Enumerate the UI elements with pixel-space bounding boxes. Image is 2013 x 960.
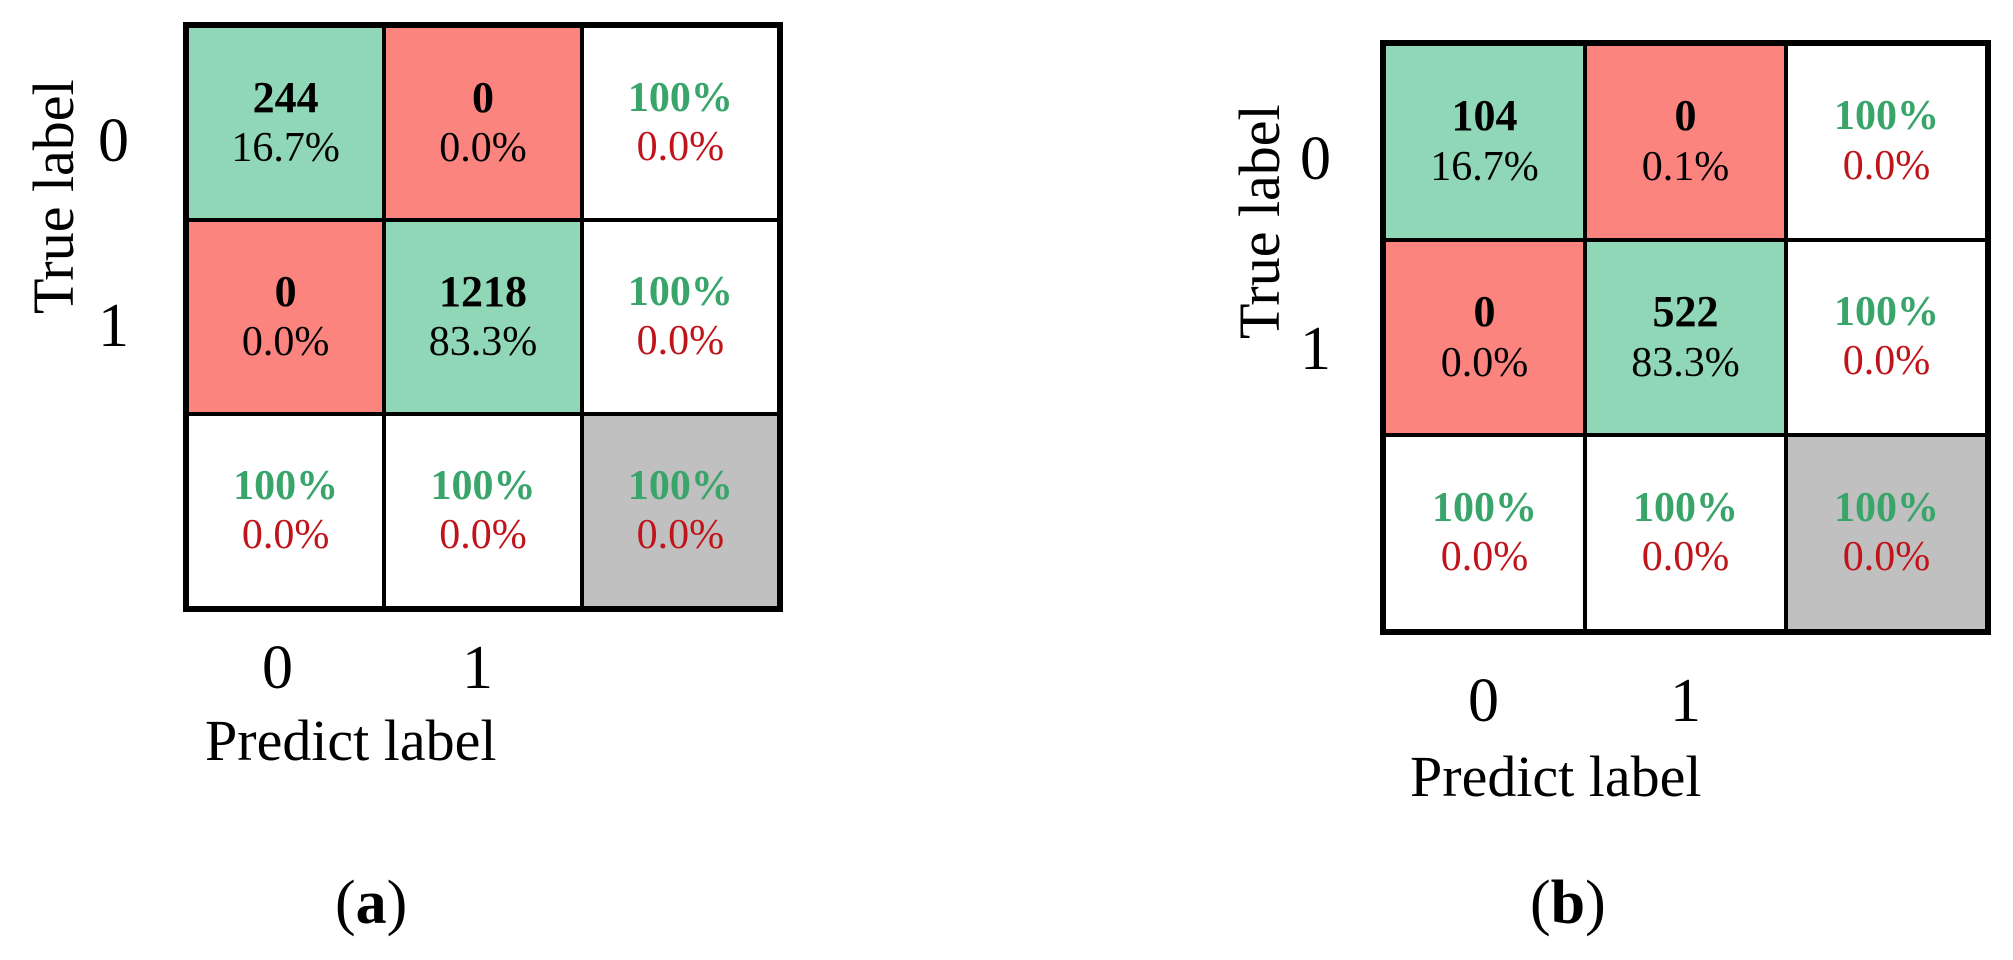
y-tick-1-b: 1 [1300, 315, 1331, 383]
cell-percent: 0.0% [439, 125, 527, 172]
matrix-cell-0-1: 0 0.1% [1585, 44, 1786, 240]
caption-b-letter: b [1550, 869, 1586, 937]
caption-a: (a) [335, 872, 407, 934]
cell-rate-good: 100% [430, 462, 536, 509]
cell-rate-good: 100% [233, 462, 339, 509]
matrix-cell-2-1: 100% 0.0% [1585, 435, 1786, 631]
y-tick-0-a: 0 [98, 107, 129, 175]
cell-count: 244 [252, 72, 319, 122]
cell-rate-good: 100% [1432, 484, 1537, 531]
cell-count: 0 [274, 266, 297, 316]
cell-rate-good: 100% [627, 268, 733, 315]
cell-rate-bad: 0.0% [636, 511, 725, 558]
x-axis-label-b: Predict label [1410, 744, 1702, 809]
cell-rate-bad: 0.0% [1842, 338, 1931, 385]
cell-rate-good: 100% [1834, 93, 1939, 140]
matrix-cell-0-1: 0 0.0% [384, 26, 582, 220]
cell-rate-bad: 0.0% [1641, 534, 1730, 581]
caption-b-open: ( [1530, 869, 1551, 937]
matrix-cell-2-0: 100% 0.0% [187, 414, 385, 608]
cell-percent: 0.1% [1641, 143, 1730, 190]
cell-rate-bad: 0.0% [636, 123, 725, 170]
matrix-grid-b: 104 16.7% 0 0.1% 100% 0.0% 0 0.0% 522 83.3% 100% 0.… [1380, 40, 1991, 635]
cell-rate-bad: 0.0% [439, 511, 527, 558]
caption-b-close: ) [1585, 869, 1606, 937]
caption-a-open: ( [335, 869, 356, 937]
cell-percent: 16.7% [231, 125, 340, 172]
matrix-cell-2-0: 100% 0.0% [1384, 435, 1585, 631]
cell-rate-bad: 0.0% [1440, 534, 1529, 581]
cell-percent: 16.7% [1430, 143, 1539, 190]
cell-rate-good: 100% [1633, 484, 1738, 531]
x-tick-1-b: 1 [1670, 667, 1701, 735]
cell-count: 1218 [438, 266, 527, 316]
x-tick-0-a: 0 [262, 634, 293, 702]
caption-b: (b) [1530, 872, 1606, 934]
matrix-cell-1-1: 522 83.3% [1585, 239, 1786, 436]
caption-a-close: ) [386, 869, 408, 937]
x-tick-0-b: 0 [1468, 667, 1499, 735]
confusion-matrix-b: 104 16.7% 0 0.1% 100% 0.0% 0 0.0% 522 83.3% 100% 0.… [1200, 0, 2013, 960]
confusion-matrix-a: 244 16.7% 0 0.0% 100% 0.0% 0 0.0% 1218 83.3% 100% 0… [0, 0, 1000, 960]
cell-count: 0 [471, 72, 494, 122]
matrix-cell-0-2: 100% 0.0% [1786, 44, 1987, 240]
matrix-grid-a: 244 16.7% 0 0.0% 100% 0.0% 0 0.0% 1218 83.3% 100% 0… [183, 22, 783, 612]
y-axis-label-b: True label [1227, 104, 1292, 339]
cell-rate-bad: 0.0% [241, 511, 330, 558]
cell-percent: 83.3% [1631, 339, 1740, 386]
cell-percent: 83.3% [428, 319, 538, 366]
cell-count: 0 [1473, 286, 1496, 336]
cell-rate-good: 100% [1834, 484, 1939, 531]
cell-count: 522 [1652, 286, 1719, 336]
cell-rate-good: 100% [627, 462, 733, 509]
x-axis-label-a: Predict label [205, 708, 497, 773]
matrix-cell-0-0: 104 16.7% [1384, 44, 1585, 240]
matrix-cell-2-1: 100% 0.0% [384, 414, 582, 608]
matrix-cell-2-2: 100% 0.0% [581, 414, 779, 608]
matrix-cell-2-2: 100% 0.0% [1786, 435, 1987, 631]
matrix-cell-1-0: 0 0.0% [1384, 239, 1585, 436]
matrix-cell-1-1: 1218 83.3% [384, 220, 582, 414]
cell-rate-bad: 0.0% [1842, 142, 1931, 189]
matrix-cell-1-0: 0 0.0% [187, 220, 385, 414]
cell-rate-good: 100% [1834, 289, 1939, 336]
matrix-cell-0-0: 244 16.7% [187, 26, 385, 220]
matrix-cell-1-2: 100% 0.0% [581, 220, 779, 414]
cell-count: 104 [1451, 91, 1518, 141]
cell-count: 0 [1674, 91, 1697, 141]
matrix-cell-1-2: 100% 0.0% [1786, 239, 1987, 436]
y-tick-1-a: 1 [98, 292, 129, 360]
x-tick-1-a: 1 [462, 634, 493, 702]
matrix-cell-0-2: 100% 0.0% [581, 26, 779, 220]
cell-rate-good: 100% [627, 74, 733, 121]
cell-percent: 0.0% [1440, 339, 1529, 386]
cell-rate-bad: 0.0% [636, 317, 725, 364]
y-axis-label-a: True label [21, 79, 86, 314]
y-tick-0-b: 0 [1300, 125, 1331, 193]
cell-percent: 0.0% [241, 319, 330, 366]
cell-rate-bad: 0.0% [1842, 534, 1931, 581]
caption-a-letter: a [355, 869, 387, 937]
